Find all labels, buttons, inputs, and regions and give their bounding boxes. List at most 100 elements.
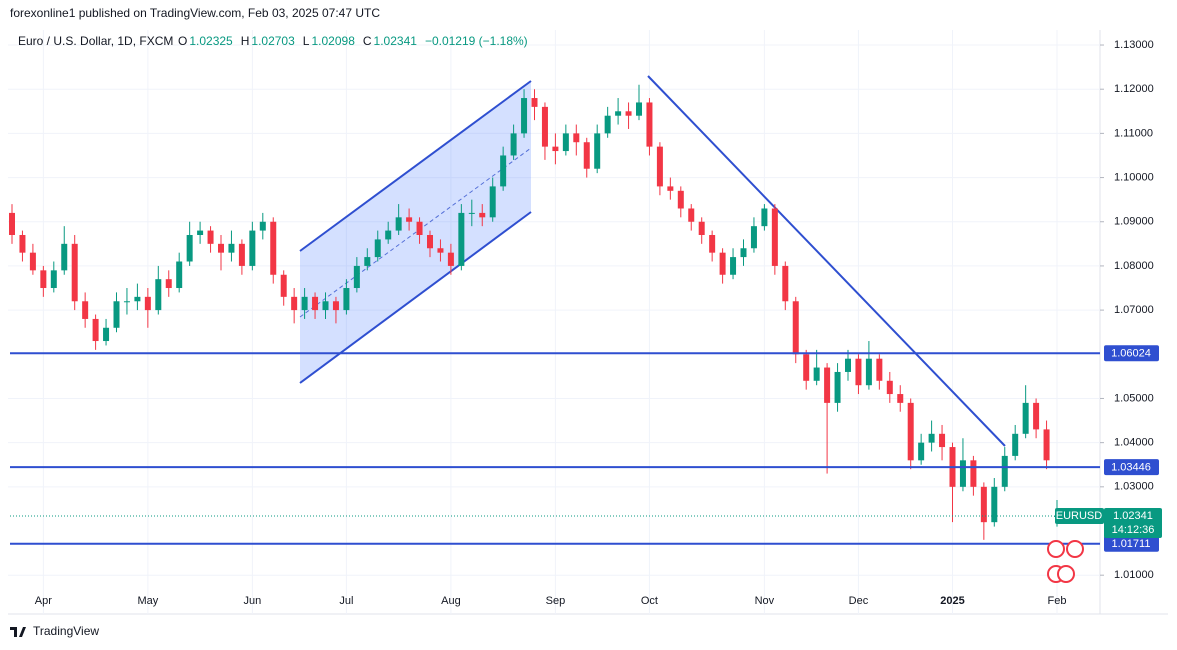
countdown: 14:12:36	[1112, 524, 1155, 536]
candle-body	[343, 288, 350, 311]
candle-body	[29, 252, 36, 271]
candle-body	[688, 208, 695, 222]
ohlc-value: 1.02098	[311, 34, 355, 48]
candle-body	[594, 133, 601, 169]
candle-body	[552, 146, 559, 152]
y-tick-label: 1.11000	[1114, 127, 1153, 139]
candle-body	[991, 486, 998, 523]
x-tick-label: Oct	[641, 595, 658, 607]
candle-body	[970, 460, 977, 487]
candle-body	[876, 358, 883, 381]
candle-body	[730, 257, 737, 275]
candle-body	[395, 217, 402, 231]
ohlc-header: O 1.02325 H 1.02703 L 1.02098 C 1.02341 −0.01219…	[178, 34, 528, 48]
published: forexonline1 published on TradingView.co…	[10, 6, 380, 20]
candle-body	[416, 221, 423, 235]
candle-body	[615, 111, 622, 116]
price-label: 1.02341	[1113, 510, 1153, 522]
x-tick-label: Dec	[849, 595, 869, 607]
candle-body	[82, 301, 89, 319]
ohlc-letter: C	[363, 34, 372, 48]
y-tick-label: 1.07000	[1114, 304, 1154, 316]
symbol-box	[1055, 507, 1104, 524]
candle-body	[291, 296, 298, 311]
candle-body	[834, 371, 841, 403]
candle-body	[353, 265, 360, 289]
event-icon	[1066, 540, 1084, 558]
candle-body	[332, 301, 339, 311]
y-tick-label: 1.04000	[1114, 437, 1154, 449]
candle-body	[50, 270, 57, 289]
candle-body	[134, 296, 141, 302]
ohlc-value: 1.02341	[374, 34, 418, 48]
candle-body	[123, 301, 130, 303]
x-tick-label: 2025	[940, 595, 964, 607]
candle-body	[280, 274, 287, 297]
candle-body	[646, 102, 653, 147]
candles	[9, 84, 1060, 540]
candle-body	[740, 248, 747, 258]
candle-body	[531, 98, 538, 107]
y-tick-label: 1.13000	[1114, 39, 1154, 51]
level-label: 1.03446	[1111, 462, 1151, 474]
y-tick-label: 1.03000	[1114, 481, 1154, 493]
candle-body	[437, 248, 444, 253]
candle-body	[803, 354, 810, 381]
candle-body	[750, 226, 757, 249]
candle-body	[656, 146, 663, 187]
candle-body	[447, 252, 454, 266]
event-icon	[1047, 540, 1065, 558]
candle-body	[19, 234, 26, 253]
candle-body	[312, 296, 319, 311]
candle-body	[886, 380, 893, 395]
candle-body	[510, 133, 517, 156]
candle-body	[165, 279, 172, 289]
candle-body	[259, 221, 266, 231]
candle-body	[928, 433, 935, 443]
candle-body	[9, 212, 15, 235]
level-label-box	[1104, 345, 1159, 362]
ohlc-letter: O	[178, 34, 187, 48]
candle-body	[270, 221, 277, 275]
price-box	[1104, 507, 1162, 538]
candle-body	[667, 186, 674, 191]
brand: TradingView	[10, 624, 99, 638]
candle-body	[980, 486, 987, 523]
candle-body	[364, 257, 371, 266]
candle-body	[113, 301, 120, 328]
y-tick-label: 1.08000	[1114, 260, 1154, 272]
y-tick-label: 1.05000	[1114, 392, 1154, 404]
candle-body	[155, 279, 162, 311]
candle-body	[427, 234, 433, 249]
candle-body	[458, 212, 465, 266]
x-tick-label: Aug	[441, 595, 461, 607]
candle-body	[907, 402, 914, 461]
candle-body	[845, 358, 851, 372]
channel-lower	[299, 211, 532, 384]
x-tick-label: Jul	[339, 595, 353, 607]
candle-body	[249, 230, 256, 266]
candle-body	[218, 243, 224, 253]
candle-body	[698, 221, 705, 235]
candle-body	[61, 243, 68, 271]
change: −0.01219 (−1.18%)	[425, 34, 528, 48]
candle-body	[636, 102, 642, 116]
candle-body	[813, 367, 820, 381]
candle-body	[489, 186, 496, 218]
level-label-box	[1104, 535, 1159, 552]
brand-text: TradingView	[33, 624, 99, 638]
candle-body	[207, 230, 214, 244]
candle-body	[144, 296, 151, 311]
candle-body	[604, 115, 611, 134]
ohlc-value: 1.02703	[251, 34, 295, 48]
candle-body	[521, 98, 528, 134]
x-tick-label: Apr	[35, 595, 52, 607]
candle-body	[573, 133, 580, 143]
candle-body	[197, 230, 204, 235]
candle-body	[103, 327, 110, 342]
candle-body	[1033, 402, 1040, 430]
brand-logo	[10, 627, 26, 637]
candle-body	[918, 442, 925, 461]
